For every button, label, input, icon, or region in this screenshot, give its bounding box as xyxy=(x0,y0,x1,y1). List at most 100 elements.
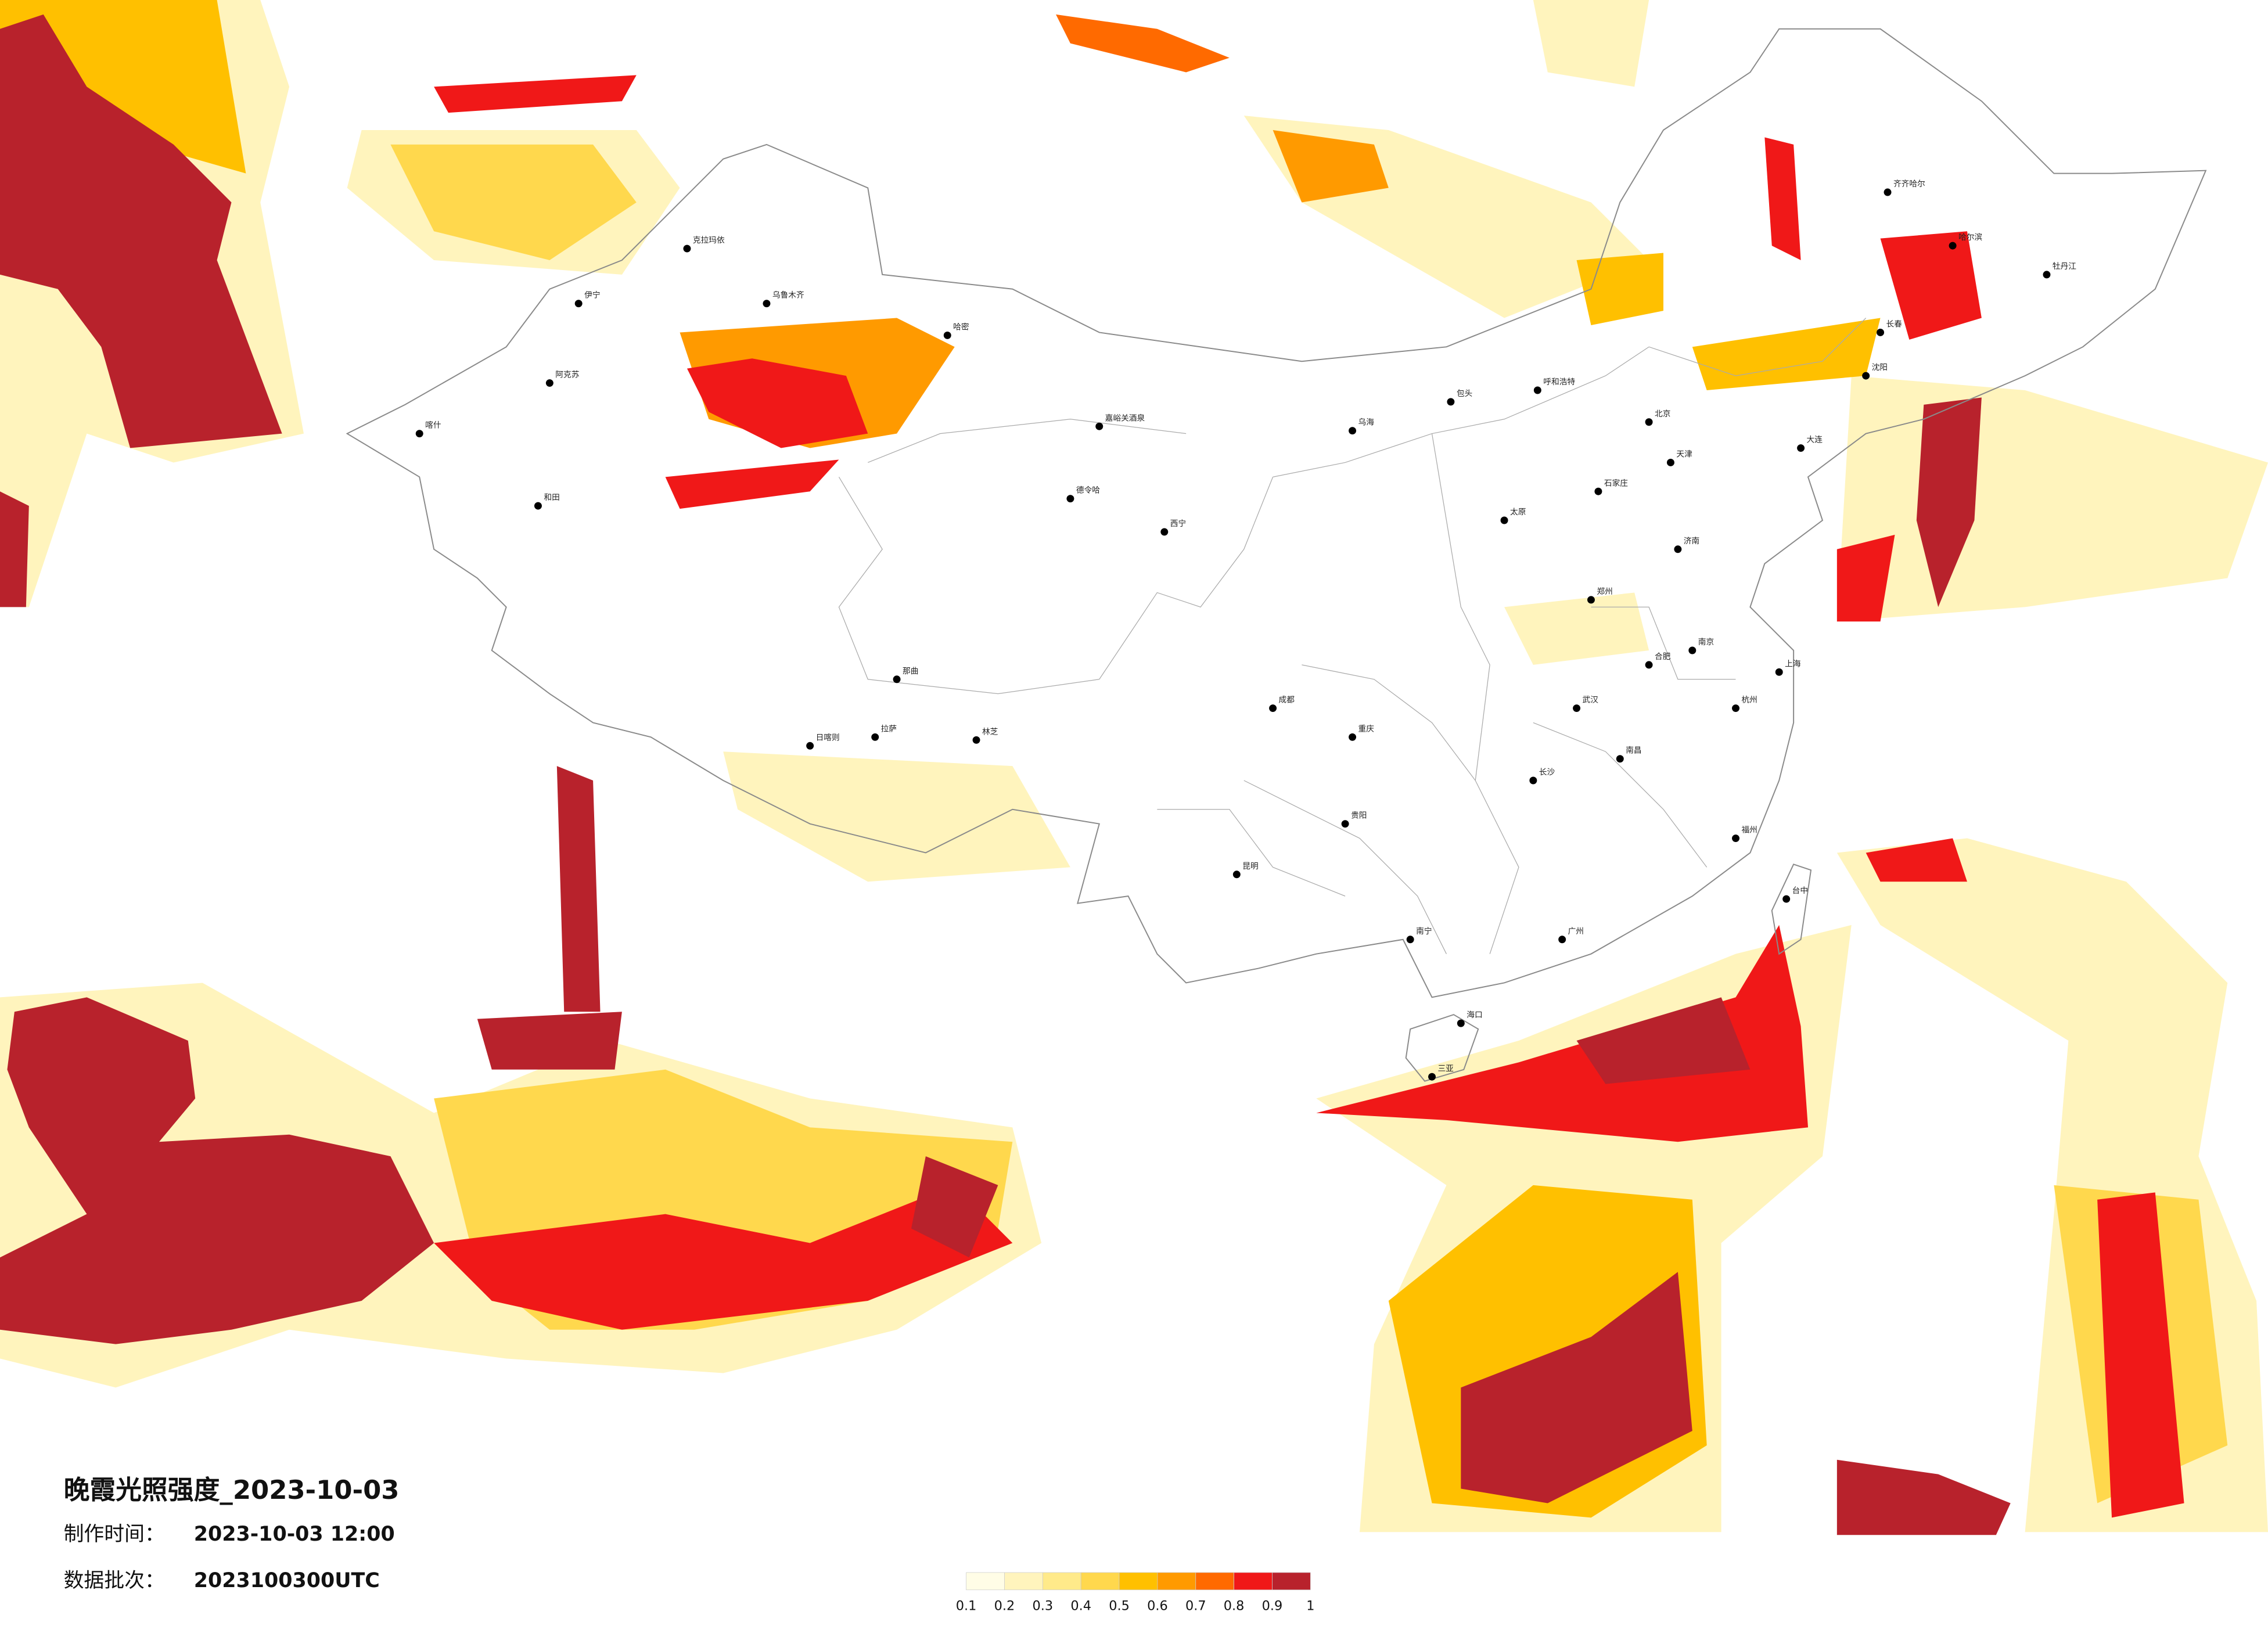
field-red xyxy=(434,1185,1013,1330)
city-dot xyxy=(1573,704,1581,713)
city-label: 台中 xyxy=(1792,886,1808,895)
field-light xyxy=(1533,0,1649,87)
city-label: 贵阳 xyxy=(1351,811,1367,821)
legend-tick-label: 0.3 xyxy=(1033,1599,1054,1614)
field-dark xyxy=(0,14,282,448)
legend-tick-label: 0.9 xyxy=(1262,1599,1283,1614)
city-label: 杭州 xyxy=(1741,696,1757,705)
city-label: 林芝 xyxy=(982,727,998,736)
city-dot xyxy=(1645,418,1653,426)
city-label: 大连 xyxy=(1807,436,1823,445)
city-dot xyxy=(534,502,542,510)
field-mid xyxy=(0,0,246,174)
legend-tick-label: 0.1 xyxy=(956,1599,977,1614)
field-red xyxy=(1836,534,1895,622)
city-dot xyxy=(893,675,901,684)
city-label: 阿克苏 xyxy=(555,370,579,380)
city-dot xyxy=(1688,646,1696,654)
field-dark xyxy=(556,766,601,1012)
city-label: 合肥 xyxy=(1655,652,1671,661)
city-label: 嘉峪关酒泉 xyxy=(1105,413,1145,423)
city-label: 南京 xyxy=(1698,638,1714,647)
field-red xyxy=(1880,231,1982,340)
field-dark xyxy=(1836,1459,2011,1535)
island-border xyxy=(1771,864,1812,955)
field-red xyxy=(1056,14,1230,73)
borders xyxy=(346,28,2207,1082)
city-dot xyxy=(763,300,771,308)
city-label: 克拉玛依 xyxy=(693,236,725,245)
legend-swatch xyxy=(966,1572,1005,1591)
city-label: 伊宁 xyxy=(584,290,600,300)
city-dot xyxy=(1406,936,1414,944)
city-label: 福州 xyxy=(1741,826,1757,835)
city-dot xyxy=(1269,704,1277,713)
city-label: 重庆 xyxy=(1358,724,1375,733)
city-label: 那曲 xyxy=(903,667,918,676)
field-mid xyxy=(1576,253,1663,325)
city-dot xyxy=(1732,704,1739,713)
field-dark xyxy=(477,1012,622,1070)
field-light xyxy=(1504,592,1649,665)
city-dot xyxy=(574,300,583,308)
city-dot xyxy=(1877,328,1885,336)
legend-swatch xyxy=(1234,1572,1273,1591)
city-label: 天津 xyxy=(1676,449,1692,459)
city-dot xyxy=(1674,545,1682,553)
city-dot xyxy=(1862,372,1870,380)
city-label: 上海 xyxy=(1785,659,1801,668)
city-label: 北京 xyxy=(1655,409,1670,419)
legend-swatch xyxy=(1157,1572,1196,1591)
city-dot xyxy=(683,244,691,253)
city-dot xyxy=(972,736,980,744)
field-dark xyxy=(0,491,29,607)
city-dot xyxy=(545,379,553,387)
city-dot xyxy=(1594,487,1602,495)
legend-swatch xyxy=(1004,1572,1043,1591)
field-mid xyxy=(1273,130,1389,203)
city-dot xyxy=(806,742,814,750)
city-label: 长春 xyxy=(1886,319,1903,329)
city-dot xyxy=(1095,422,1104,430)
field-red xyxy=(1866,838,1967,882)
legend-tick-label: 0.6 xyxy=(1147,1599,1168,1614)
city-label: 南昌 xyxy=(1626,746,1641,756)
city-label: 哈尔滨 xyxy=(1958,233,1982,242)
city-label: 乌海 xyxy=(1358,418,1375,427)
city-dot xyxy=(1160,528,1169,536)
city-label: 海口 xyxy=(1467,1010,1482,1020)
produced-label: 制作时间： xyxy=(64,1523,165,1546)
city-label: 长沙 xyxy=(1539,768,1555,777)
legend-tick-label: 0.7 xyxy=(1185,1599,1206,1614)
legend-swatch xyxy=(1119,1572,1158,1591)
field-mid xyxy=(1692,318,1881,390)
field-light xyxy=(723,751,1070,882)
batch-label: 数据批次： xyxy=(64,1569,165,1592)
intensity-field xyxy=(0,0,2268,1535)
city-dot xyxy=(943,331,951,339)
city-label: 石家庄 xyxy=(1604,478,1628,488)
legend-swatch xyxy=(1080,1572,1120,1591)
city-dot xyxy=(1558,936,1566,944)
city-dot xyxy=(1428,1073,1436,1081)
city-label: 昆明 xyxy=(1242,862,1258,871)
city-dot xyxy=(1349,427,1357,435)
city-dot xyxy=(1341,820,1349,828)
city-dot xyxy=(415,430,423,438)
field-red xyxy=(434,75,637,113)
city-label: 郑州 xyxy=(1597,587,1612,596)
city-dot xyxy=(1447,398,1455,406)
field-red xyxy=(2097,1192,2184,1518)
city-label: 沈阳 xyxy=(1872,363,1888,372)
legend-tick-label: 0.4 xyxy=(1070,1599,1091,1614)
city-dot xyxy=(1949,242,1957,250)
map-title: 晚霞光照强度_2023-10-03 xyxy=(64,1474,400,1505)
field-dark xyxy=(0,997,434,1344)
city-dot xyxy=(1232,870,1241,879)
city-label: 武汉 xyxy=(1583,696,1599,705)
city-dot xyxy=(1349,733,1357,741)
city-dot xyxy=(1797,444,1805,452)
